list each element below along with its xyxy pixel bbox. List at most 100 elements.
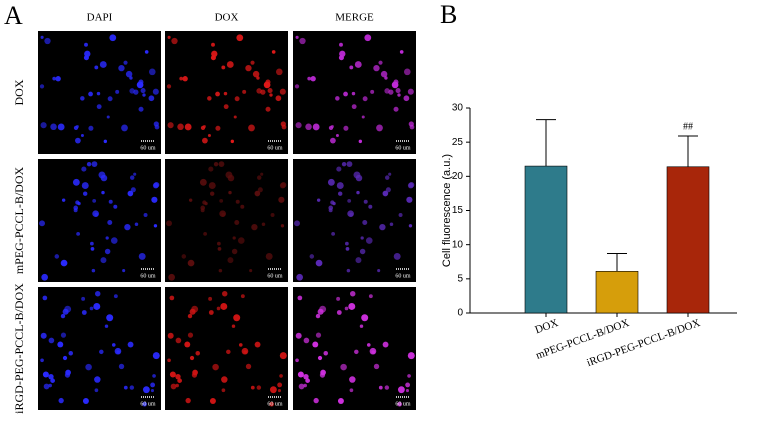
cell bbox=[345, 247, 350, 251]
cell bbox=[109, 34, 117, 42]
cell bbox=[331, 231, 336, 236]
cell bbox=[61, 198, 66, 202]
scale-bar-label: 60 um bbox=[267, 145, 283, 151]
cell bbox=[384, 385, 390, 390]
cell bbox=[167, 122, 174, 129]
cell bbox=[80, 96, 85, 101]
cell bbox=[127, 190, 134, 197]
cell bbox=[252, 70, 260, 78]
cell bbox=[279, 88, 286, 95]
scale-bar-label: 60 um bbox=[140, 401, 156, 407]
cell bbox=[107, 96, 113, 102]
cell bbox=[113, 294, 118, 299]
cell bbox=[204, 201, 208, 206]
cell bbox=[52, 76, 57, 81]
cell bbox=[110, 237, 118, 244]
cell bbox=[378, 385, 383, 390]
cell bbox=[72, 178, 80, 186]
cell bbox=[106, 314, 114, 322]
cell bbox=[346, 268, 351, 273]
cell bbox=[275, 95, 282, 102]
cell bbox=[81, 182, 89, 190]
cell bbox=[265, 106, 271, 112]
cell bbox=[82, 191, 88, 196]
cell bbox=[211, 50, 218, 58]
cell bbox=[364, 34, 372, 42]
cell bbox=[130, 175, 135, 180]
cell bbox=[166, 220, 173, 227]
cell bbox=[232, 236, 236, 240]
cell bbox=[175, 383, 179, 388]
cell bbox=[169, 295, 175, 301]
cell bbox=[94, 376, 101, 383]
cell bbox=[313, 397, 319, 404]
cell bbox=[347, 210, 354, 218]
cell bbox=[279, 374, 283, 378]
cell bbox=[265, 252, 273, 260]
cell bbox=[295, 332, 302, 339]
cell bbox=[233, 115, 237, 119]
cell bbox=[336, 182, 344, 190]
cell bbox=[90, 247, 95, 251]
cell bbox=[170, 383, 177, 390]
cell bbox=[42, 295, 48, 301]
cell bbox=[378, 60, 383, 65]
cell bbox=[58, 397, 64, 404]
cell bbox=[359, 248, 366, 255]
cell bbox=[223, 104, 229, 110]
cell bbox=[397, 93, 401, 97]
cell bbox=[230, 139, 235, 144]
row-label: DOX bbox=[12, 79, 26, 105]
cell bbox=[167, 358, 171, 363]
cell bbox=[270, 212, 275, 217]
cell bbox=[269, 93, 273, 97]
cell bbox=[93, 302, 101, 310]
cell bbox=[295, 122, 302, 129]
scale-bar-label: 60 um bbox=[267, 401, 283, 407]
cell bbox=[152, 352, 160, 360]
cell bbox=[96, 91, 101, 96]
cell bbox=[366, 343, 371, 347]
cell bbox=[408, 121, 414, 127]
cell bbox=[44, 37, 51, 45]
cell bbox=[344, 306, 349, 311]
cell bbox=[294, 84, 300, 89]
cell bbox=[179, 76, 184, 81]
cell bbox=[373, 363, 380, 370]
cell bbox=[336, 310, 342, 315]
scale-bar-label: 60 um bbox=[140, 273, 156, 279]
cell bbox=[377, 269, 381, 273]
cell bbox=[55, 76, 61, 82]
cell bbox=[277, 382, 283, 388]
cell bbox=[260, 172, 264, 176]
cell bbox=[250, 60, 255, 65]
cell bbox=[125, 70, 133, 78]
cell bbox=[187, 332, 194, 338]
cell bbox=[337, 191, 343, 196]
cell bbox=[245, 363, 252, 370]
cell bbox=[187, 259, 195, 267]
cell bbox=[226, 61, 234, 68]
cell bbox=[73, 205, 79, 211]
cell bbox=[310, 76, 316, 82]
cell bbox=[332, 201, 336, 206]
cell bbox=[208, 166, 214, 172]
cell bbox=[295, 35, 299, 39]
cell bbox=[368, 294, 373, 299]
cell bbox=[184, 341, 191, 348]
cell bbox=[245, 64, 252, 72]
cell bbox=[221, 388, 226, 393]
cell bbox=[100, 257, 107, 264]
cell bbox=[175, 337, 182, 344]
cell bbox=[88, 125, 94, 131]
cell bbox=[280, 224, 285, 228]
cell bbox=[348, 302, 356, 310]
cell bbox=[150, 382, 156, 388]
y-axis-label: Cell fluorescence (a.u.) bbox=[441, 154, 453, 267]
micrograph bbox=[293, 159, 416, 282]
cell bbox=[349, 388, 354, 393]
cell bbox=[92, 210, 99, 218]
cell bbox=[115, 89, 120, 94]
